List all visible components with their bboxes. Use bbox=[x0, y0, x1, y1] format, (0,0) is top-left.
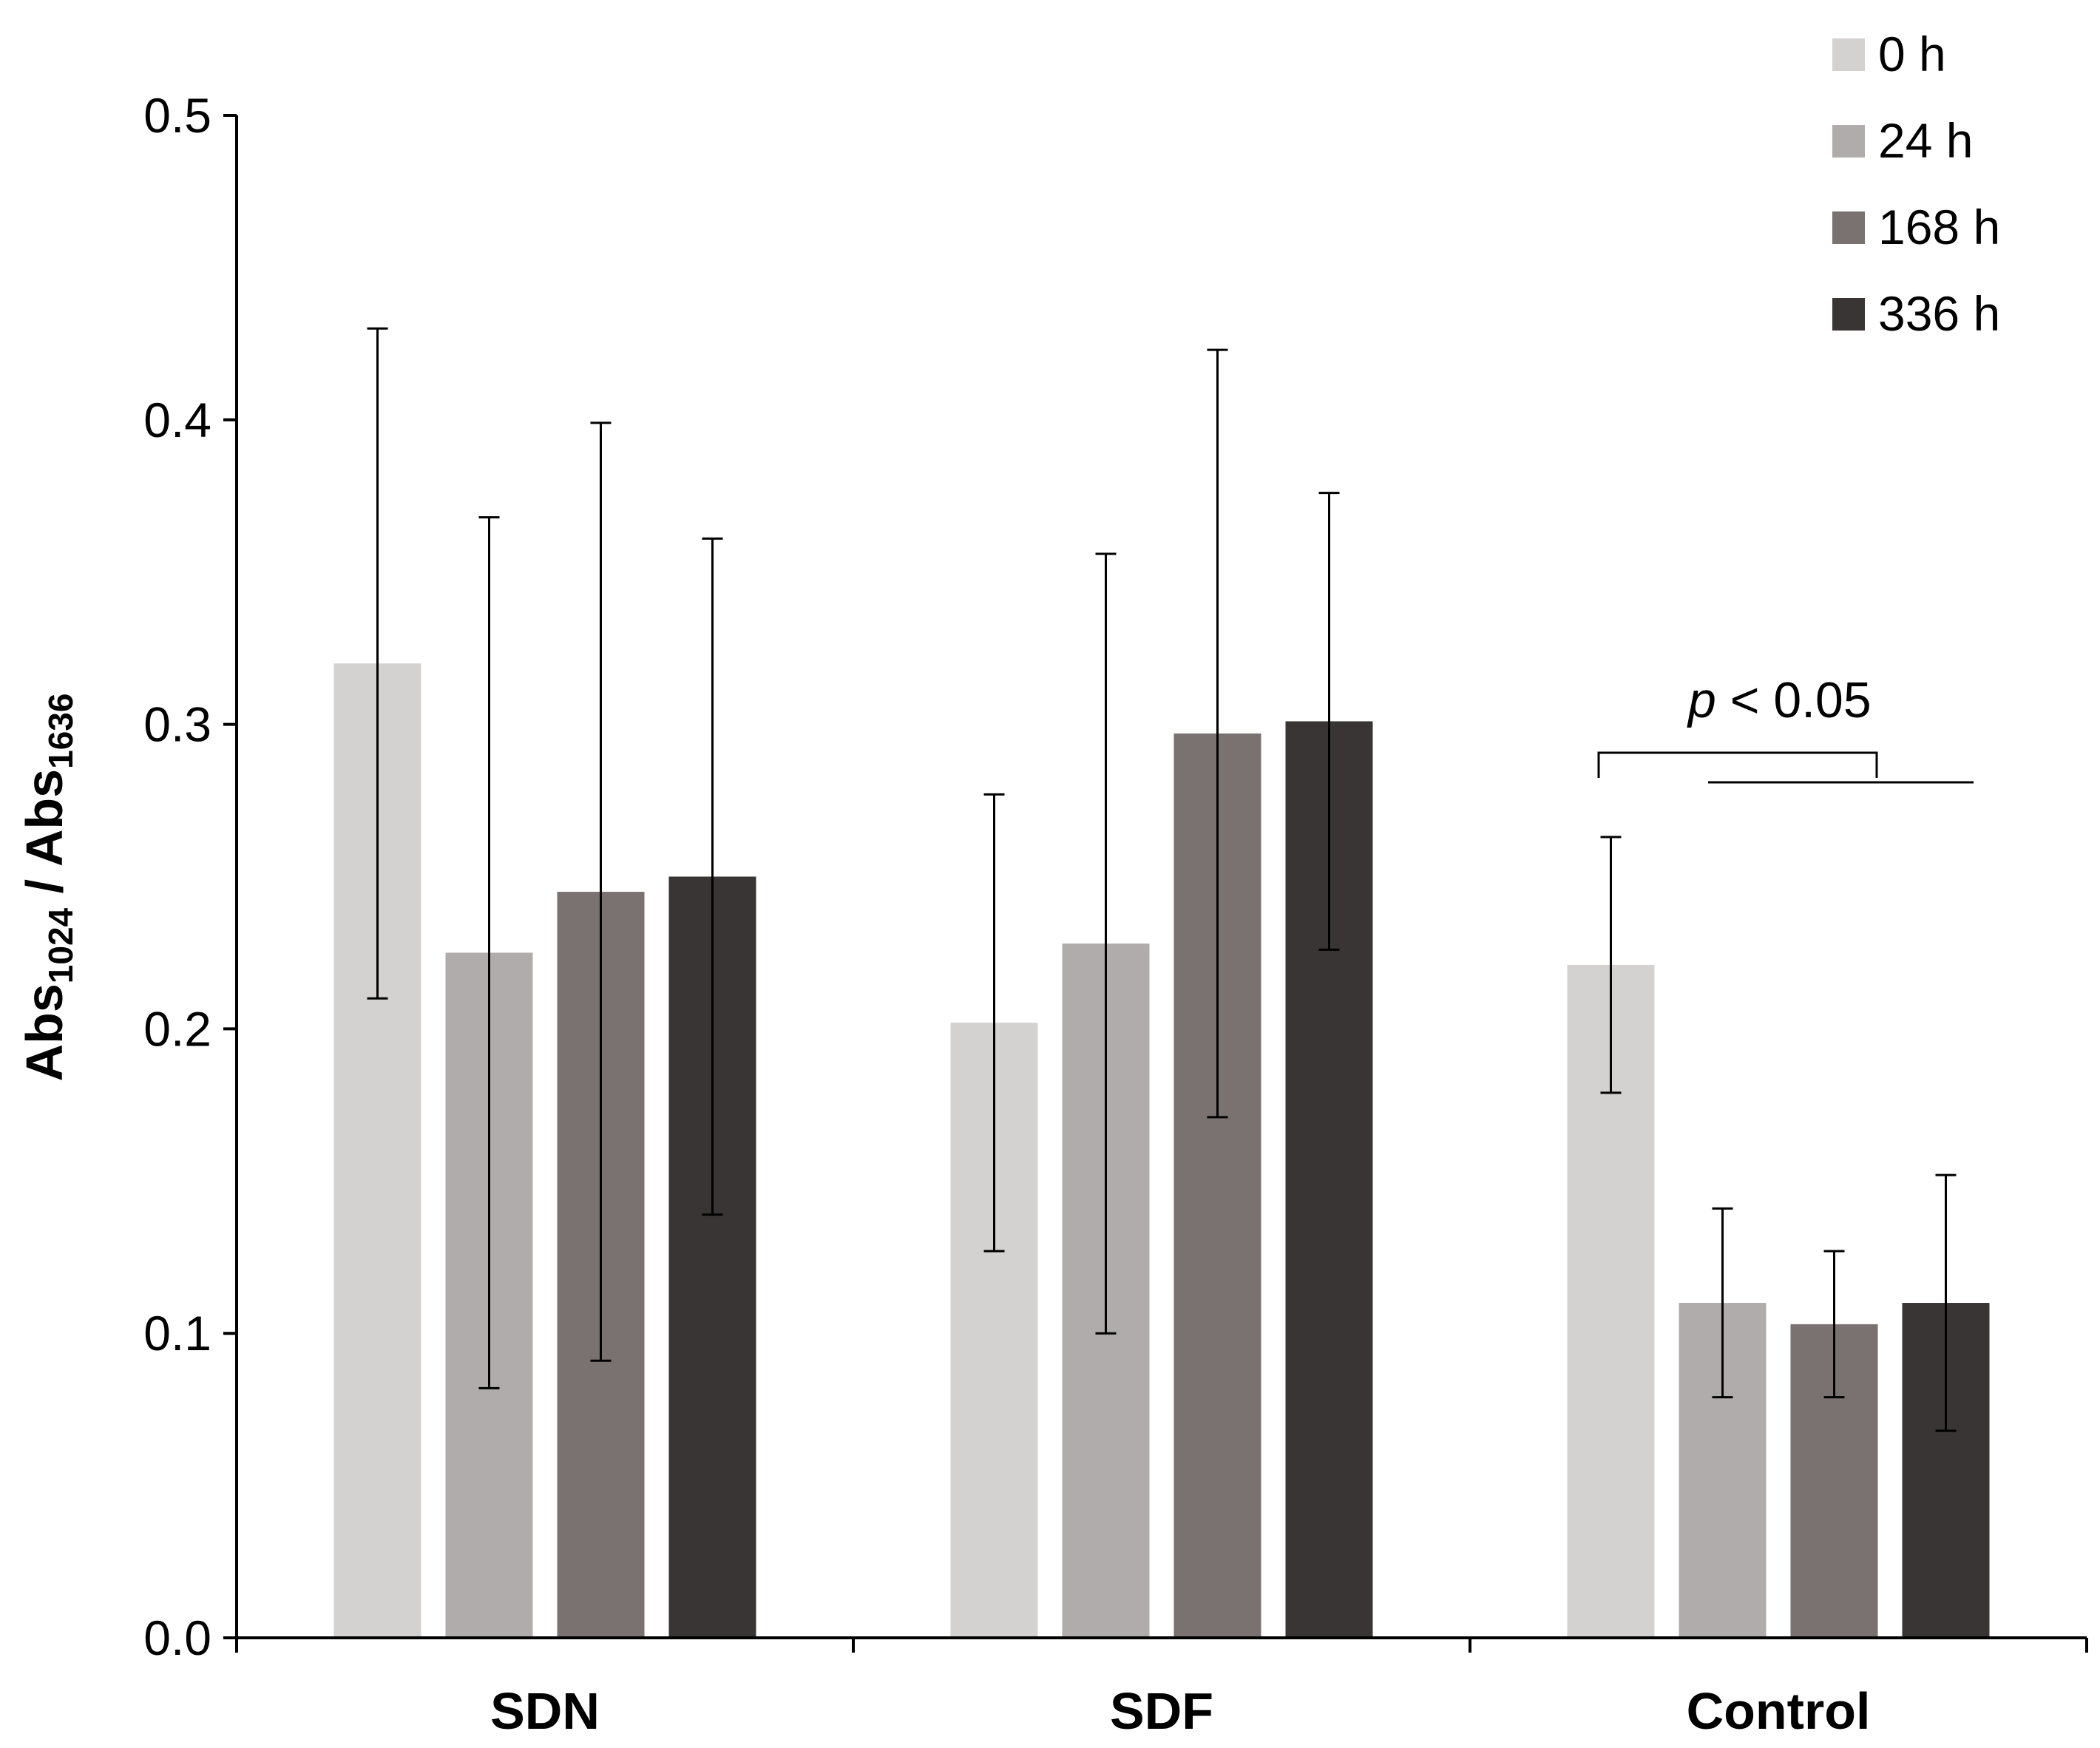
category-label: SDF bbox=[1110, 1682, 1213, 1740]
significance-bracket bbox=[1597, 751, 1878, 778]
y-axis-title: Abs1024 / Abs1636 bbox=[16, 694, 80, 1082]
legend-swatch bbox=[1832, 38, 1865, 71]
legend-swatch bbox=[1832, 125, 1865, 157]
y-tick-label: 0.1 bbox=[143, 1306, 211, 1361]
x-ticks-group bbox=[235, 1638, 2088, 1653]
y-tick-label: 0.4 bbox=[143, 393, 211, 447]
legend: 0 h 24 h 168 h 336 h bbox=[1832, 27, 2000, 341]
legend-swatch bbox=[1832, 298, 1865, 331]
legend-label: 336 h bbox=[1878, 286, 2000, 341]
y-ticks-group: 0.0 0.1 0.2 0.3 0.4 0.5 bbox=[143, 88, 237, 1665]
bars-group bbox=[333, 663, 1990, 1639]
significance-annotation: p < 0.05 bbox=[1597, 672, 1974, 784]
p-value-label: p < 0.05 bbox=[1687, 672, 1872, 728]
category-label: SDN bbox=[490, 1682, 600, 1740]
y-tick-label: 0.0 bbox=[143, 1610, 211, 1665]
category-labels-group: SDN SDF Control bbox=[490, 1682, 1870, 1740]
legend-swatch bbox=[1832, 211, 1865, 244]
errorbars-group bbox=[367, 327, 1957, 1432]
legend-label: 24 h bbox=[1878, 113, 1973, 168]
y-tick-label: 0.5 bbox=[143, 88, 211, 143]
category-label: Control bbox=[1687, 1682, 1871, 1740]
legend-label: 168 h bbox=[1878, 200, 2000, 254]
y-tick-label: 0.2 bbox=[143, 1001, 211, 1056]
y-tick-label: 0.3 bbox=[143, 697, 211, 752]
plot-area: 0.0 0.1 0.2 0.3 0.4 0.5 SDN SDF Control bbox=[143, 88, 2088, 1740]
legend-label: 0 h bbox=[1878, 27, 1946, 81]
